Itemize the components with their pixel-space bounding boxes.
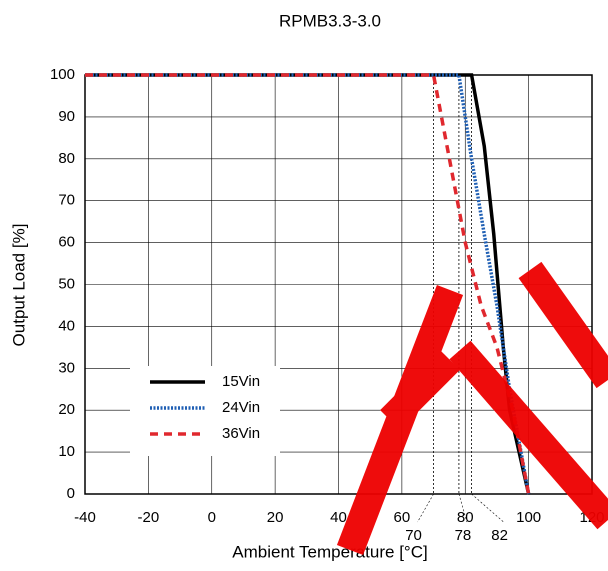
reference-leader (471, 493, 504, 523)
x-tick-label: 40 (330, 509, 347, 526)
y-tick-label: 40 (58, 317, 75, 334)
y-tick-label: 70 (58, 192, 75, 209)
y-axis-label: Output Load [%] (9, 224, 28, 347)
watermark (336, 261, 608, 556)
watermark-stroke (449, 340, 608, 530)
x-tick-label: 80 (457, 509, 474, 526)
x-tick-label: 20 (267, 509, 284, 526)
y-tick-label: 60 (58, 234, 75, 251)
x-tick-label: 0 (208, 509, 216, 526)
y-tick-label: 50 (58, 275, 75, 292)
x-tick-label: -40 (74, 509, 96, 526)
legend-label: 24Vin (222, 399, 260, 416)
reference-leader (417, 493, 434, 523)
x-tick-label: -20 (138, 509, 160, 526)
watermark-stroke (518, 261, 608, 389)
y-tick-label: 30 (58, 359, 75, 376)
watermark-stroke (380, 350, 460, 430)
series-line (85, 73, 531, 495)
y-tick-label: 80 (58, 150, 75, 167)
legend-label: 15Vin (222, 373, 260, 390)
legend-label: 36Vin (222, 425, 260, 442)
y-tick-label: 100 (50, 66, 75, 83)
chart-title: RPMB3.3-3.0 (279, 11, 381, 30)
reference-label: 70 (405, 527, 422, 544)
x-axis-label: Ambient Temperature [°C] (232, 542, 427, 561)
x-tick-label: 100 (516, 509, 541, 526)
y-tick-label: 10 (58, 443, 75, 460)
x-tick-label: 60 (394, 509, 411, 526)
reference-label: 82 (491, 527, 508, 544)
y-tick-label: 20 (58, 401, 75, 418)
reference-label: 78 (455, 527, 472, 544)
y-tick-label: 90 (58, 108, 75, 125)
y-tick-label: 0 (67, 485, 75, 502)
reference-leader (458, 493, 468, 523)
